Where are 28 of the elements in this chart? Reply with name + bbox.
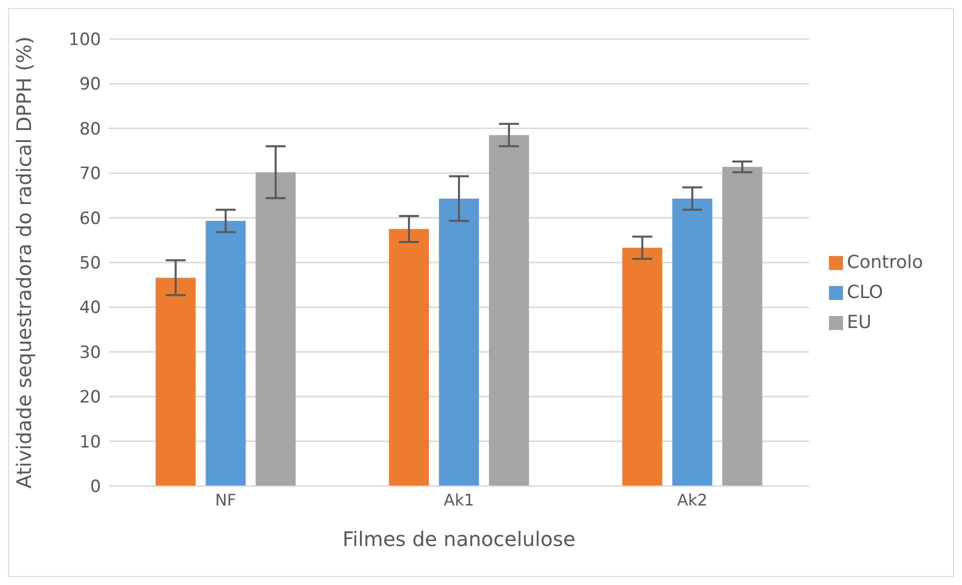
bar [672, 198, 712, 486]
legend-label: Controlo [846, 252, 923, 272]
x-axis-title: Filmes de nanocelulose [342, 527, 576, 551]
y-tick-label: 70 [79, 164, 101, 184]
legend-label: EU [846, 312, 872, 332]
bar [256, 172, 296, 486]
y-tick-label: 80 [79, 119, 101, 140]
bar [156, 278, 196, 486]
y-axis-title: Atividade sequestradora do radical DPPH (%) [12, 36, 36, 489]
y-tick-label: 40 [79, 298, 101, 318]
y-tick-label: 20 [79, 388, 101, 408]
y-tick-label: 0 [90, 477, 101, 498]
x-tick-label: NF [215, 490, 236, 510]
y-tick-label: 10 [79, 432, 101, 452]
x-tick-label: Ak1 [444, 490, 474, 510]
bar [722, 166, 762, 486]
legend-label: CLO [846, 282, 884, 302]
y-tick-label: 60 [79, 208, 101, 229]
y-tick-label: 30 [79, 342, 101, 363]
bar [622, 248, 662, 486]
y-tick-label: 50 [79, 254, 101, 274]
bar [438, 198, 479, 486]
bar [206, 220, 246, 486]
bar [388, 228, 429, 486]
bar [488, 135, 529, 486]
y-tick-label: 100 [68, 30, 101, 50]
x-tick-label: Ak2 [677, 490, 708, 510]
y-tick-label: 90 [79, 74, 101, 95]
